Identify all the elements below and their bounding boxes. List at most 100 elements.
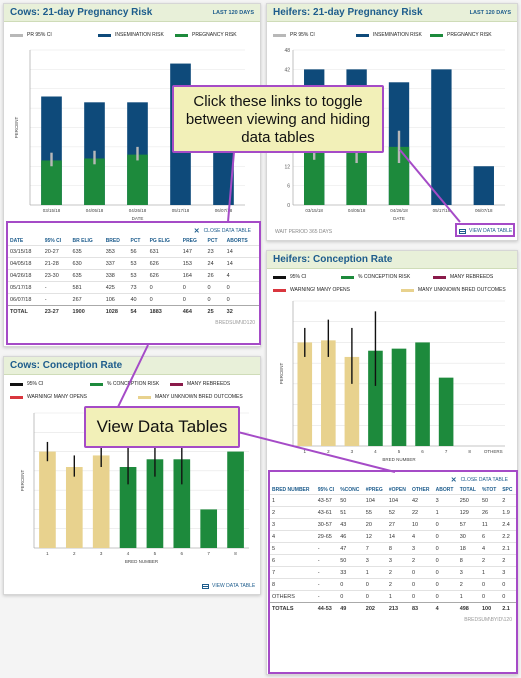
table-row: 5-47 7 8 3 0 18 4 2.1: [270, 542, 516, 555]
cows-conception-card: Cows: Conception Rate 95% CI % CONCEPTIO…: [3, 356, 261, 595]
table-cell: 581: [70, 281, 104, 294]
table-cell: 57: [457, 518, 480, 531]
table-cell: 54: [128, 305, 148, 318]
insemination-bar: [431, 69, 452, 205]
legend-swatch: [175, 33, 188, 37]
table-footer: BREDSUM\BYID\120: [464, 616, 512, 623]
table-row: 7-33 1 2 0 0 3 1 3: [270, 566, 516, 579]
legend-swatch: [273, 33, 286, 37]
table-cell: 21-28: [42, 257, 71, 270]
table-toolbar: ✕ CLOSE DATA TABLE: [270, 472, 516, 486]
column-header: ABORTS: [226, 238, 248, 244]
conception-bar: [146, 459, 164, 548]
legend-swatch: [10, 382, 23, 386]
close-data-table-link[interactable]: ✕ CLOSE DATA TABLE: [194, 227, 251, 235]
table-cell: 14: [386, 530, 410, 543]
table-cell: 43: [338, 518, 364, 531]
y-tick-label: 0: [287, 203, 290, 209]
table-cell: 2: [270, 506, 316, 519]
table-cell: 53: [128, 269, 148, 282]
table-cell: 1883: [147, 305, 181, 318]
view-data-table-link[interactable]: VIEW DATA TABLE: [202, 583, 255, 589]
table-cell: 0: [433, 578, 458, 591]
y-axis-label: PERCENT: [14, 117, 19, 139]
table-cell: 6: [270, 554, 316, 567]
legend-swatch: [356, 33, 369, 37]
table-cell: 2: [386, 578, 410, 591]
table-cell: 4: [433, 602, 458, 615]
close-data-table-link[interactable]: ✕ CLOSE DATA TABLE: [451, 476, 508, 484]
x-axis-label: DATE: [132, 216, 144, 221]
table-cell: 1: [457, 590, 480, 603]
legend-swatch: [433, 275, 446, 279]
cows-data-table: ✕ CLOSE DATA TABLE DATE 95% CI BR ELIG BRED P…: [6, 221, 261, 345]
table-cell: 26: [205, 269, 225, 282]
table-cell: 47: [338, 542, 364, 555]
column-header: 95% CI: [44, 238, 62, 244]
table-cell: 0: [363, 590, 387, 603]
table-cell: 46: [338, 530, 364, 543]
table-row: 05/17/18-581 425 73 0 0 0 0: [8, 281, 259, 294]
x-tick-label: 6: [181, 551, 184, 556]
pregnancy-bar: [304, 146, 325, 205]
card-header: Heifers: 21-day Pregnancy Risk LAST 120 …: [267, 4, 517, 22]
legend-ci: PR 95% CI: [10, 32, 52, 38]
table-cell: 3: [270, 518, 316, 531]
table-cell: 0: [500, 578, 516, 591]
view-data-table-link[interactable]: VIEW DATA TABLE: [459, 228, 512, 234]
x-tick-label: 3: [100, 551, 103, 556]
table-cell: 29-65: [315, 530, 339, 543]
table-cell: 3: [433, 494, 458, 507]
table-cell: 30-57: [315, 518, 339, 531]
table-cell: 129: [457, 506, 480, 519]
x-tick-label: 8: [468, 449, 471, 454]
table-cell: 27: [386, 518, 410, 531]
table-cell: 0: [500, 590, 516, 603]
table-cell: -: [315, 554, 339, 567]
table-cell: 0: [433, 518, 458, 531]
table-row: 1 43-57 50 104 104 42 3 250 50 2: [270, 494, 516, 507]
x-tick-label: 5: [154, 551, 157, 556]
cows-pregnancy-chart: 03/15/18 04/05/18 04/26/18 05/17/18 06/07/18…: [14, 49, 245, 221]
y-axis-label: PERCENT: [20, 470, 25, 492]
callout-text: View Data Tables: [96, 417, 228, 436]
table-row: 4 29-65 46 12 14 4 0 30 6 2.2: [270, 530, 516, 543]
table-cell: 635: [70, 245, 104, 258]
legend-label: 95% CI: [27, 381, 44, 387]
table-cell: 32: [224, 305, 259, 318]
table-cell: 1.9: [500, 506, 516, 519]
column-header: 95% CI: [317, 487, 335, 493]
table-cell: -: [42, 293, 71, 306]
close-icon: ✕: [193, 228, 200, 235]
pregnancy-bar: [41, 160, 62, 205]
table-cell: 0: [338, 590, 364, 603]
x-tick-label: 6: [421, 449, 424, 454]
card-title: Cows: 21-day Pregnancy Risk: [10, 7, 153, 18]
table-cell: 2: [500, 554, 516, 567]
y-tick-label: 6: [287, 184, 290, 190]
link-label: CLOSE DATA TABLE: [203, 228, 251, 234]
conception-bar: [119, 467, 137, 548]
table-cell: 10: [409, 518, 434, 531]
table-cell: 73: [128, 281, 148, 294]
table-row: 06/07/18-267 106 40 0 0 0 0: [8, 293, 259, 306]
legend-swatch: [10, 395, 23, 399]
x-tick-label: 04/05/18: [86, 208, 104, 213]
x-axis-label: BRED NUMBER: [382, 457, 416, 462]
table-cell: 164: [180, 269, 206, 282]
table-cell: 40: [128, 293, 148, 306]
table-cell: 0: [205, 293, 225, 306]
x-tick-label: 3: [351, 449, 354, 454]
table-cell: 20: [363, 518, 387, 531]
table-cell: 43-57: [315, 494, 339, 507]
table-cell: 100: [479, 602, 501, 615]
heifers-conception-chart: 1 2 3 4 5 6 7 8 OTHERS PERCENT BRED NUMBER: [279, 300, 505, 462]
table-cell: 338: [103, 269, 129, 282]
table-cell: 0: [433, 554, 458, 567]
column-header: TOTAL: [459, 487, 476, 493]
legend-insemination: INSEMINATION RISK: [98, 32, 164, 38]
table-cell: 51: [338, 506, 364, 519]
table-row: 04/05/18 21-28 630 337 53 626 153 24 14: [8, 257, 259, 270]
legend-swatch: [138, 395, 151, 399]
legend-swatch: [170, 382, 183, 386]
